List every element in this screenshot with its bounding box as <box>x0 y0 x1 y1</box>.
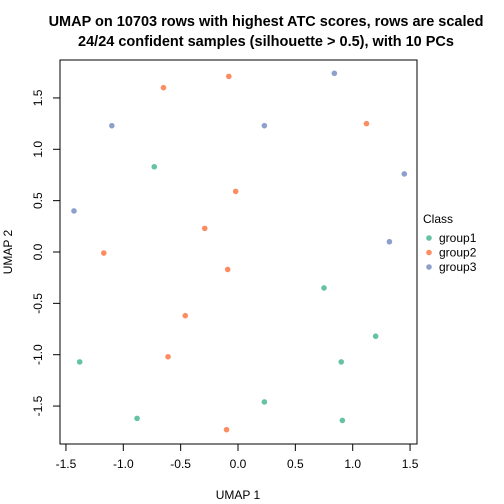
data-point-group3 <box>109 122 115 129</box>
x-tick-label: 0.0 <box>230 457 247 471</box>
data-point-group2 <box>232 188 239 195</box>
x-tick-label: 0.5 <box>287 457 304 471</box>
data-point-group2 <box>226 73 232 80</box>
data-points <box>71 70 408 433</box>
data-point-group2 <box>224 266 231 273</box>
data-point-group2 <box>101 250 107 256</box>
data-point-group1 <box>76 359 83 365</box>
data-point-group2 <box>223 426 230 433</box>
legend-label: group2 <box>439 246 477 260</box>
x-tick-label: 1.0 <box>344 457 361 471</box>
legend-swatch <box>426 249 432 256</box>
y-tick-label: -0.5 <box>31 293 45 314</box>
y-tick-label: 0.5 <box>31 192 45 209</box>
x-tick-label: 1.5 <box>402 457 419 471</box>
chart-title: UMAP on 10703 rows with highest ATC scor… <box>49 14 484 30</box>
data-point-group3 <box>331 70 338 77</box>
data-point-group1 <box>261 399 268 405</box>
data-point-group2 <box>182 312 189 319</box>
y-tick-label: -1.0 <box>31 344 45 365</box>
data-point-group1 <box>339 417 346 424</box>
legend-swatch <box>426 235 432 241</box>
data-point-group1 <box>321 285 327 291</box>
x-axis-label: UMAP 1 <box>216 488 261 502</box>
data-point-group3 <box>261 122 268 129</box>
data-point-group2 <box>363 120 370 127</box>
legend-item-group3: group3 <box>426 260 477 274</box>
data-point-group1 <box>338 359 345 365</box>
data-point-group3 <box>71 208 77 214</box>
legend-item-group1: group1 <box>426 231 477 245</box>
plot-frame <box>59 59 418 445</box>
y-tick-label: 1.0 <box>31 141 45 158</box>
data-point-group3 <box>386 238 393 245</box>
legend-label: group1 <box>439 231 477 245</box>
x-tick-label: -1.0 <box>113 457 134 471</box>
y-axis: -1.5 -1.0 -0.5 0.0 0.5 1.0 1.5 <box>31 89 61 416</box>
x-axis: -1.5 -1.0 -0.5 0.0 0.5 1.0 1.5 <box>56 443 419 471</box>
x-tick-label: -1.5 <box>56 457 77 471</box>
y-tick-label: -1.5 <box>31 395 45 416</box>
data-point-group1 <box>372 333 379 340</box>
x-tick-label: -0.5 <box>170 457 191 471</box>
y-axis-label: UMAP 2 <box>1 229 15 274</box>
data-point-group1 <box>134 415 140 422</box>
data-point-group2 <box>160 84 167 91</box>
legend-label: group3 <box>439 260 477 274</box>
legend-title: Class <box>423 212 453 226</box>
data-point-group2 <box>201 225 208 232</box>
legend-swatch <box>426 264 432 270</box>
legend-item-group2: group2 <box>426 246 477 260</box>
data-point-group1 <box>151 163 158 170</box>
y-tick-label: 0.0 <box>31 243 45 260</box>
data-point-group2 <box>165 353 171 360</box>
data-point-group3 <box>401 171 408 177</box>
y-tick-label: 1.5 <box>31 89 45 106</box>
chart-subtitle: 24/24 confident samples (silhouette > 0.… <box>78 34 454 50</box>
